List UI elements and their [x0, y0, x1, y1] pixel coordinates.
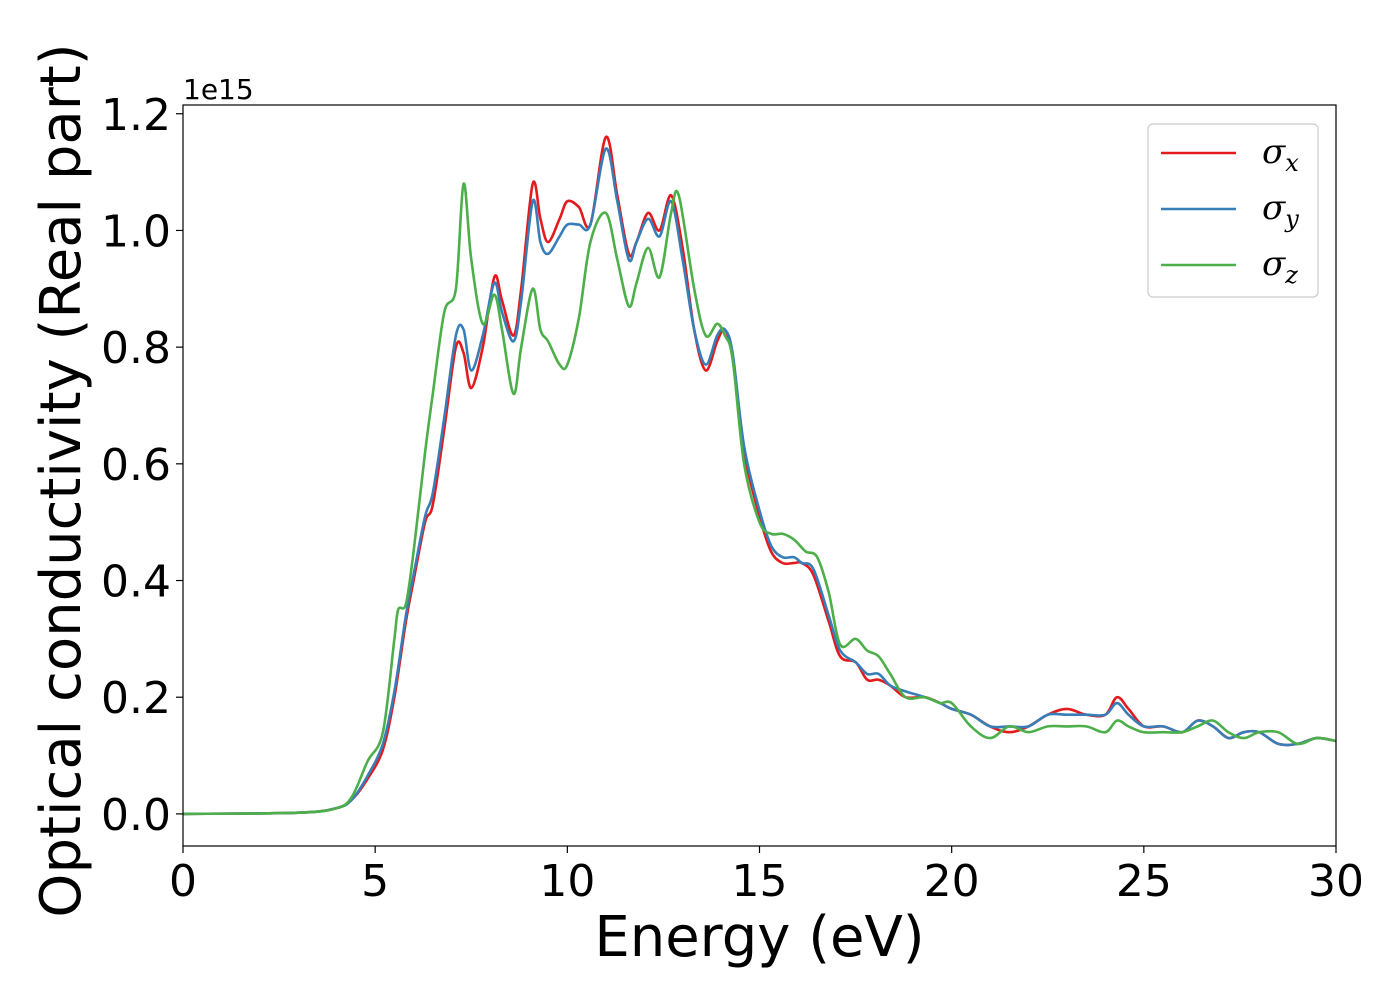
x-tick-label: 5: [361, 856, 389, 907]
x-tick-label: 15: [732, 856, 788, 907]
series-line-y: [183, 147, 1336, 816]
y-tick-label: 1.2: [101, 90, 171, 141]
y-tick-label: 0.8: [101, 323, 171, 374]
x-tick-label: 20: [924, 856, 980, 907]
x-tick-label: 25: [1116, 856, 1172, 907]
y-tick-label: 1.0: [101, 206, 171, 257]
y-axis-title: Optical conductivity (Real part): [29, 43, 94, 917]
x-tick-label: 10: [539, 856, 595, 907]
series-line-z: [183, 182, 1336, 816]
y-offset-label: 1e15: [183, 73, 254, 106]
x-axis: 0 5 10 15 20 25 30: [169, 846, 1364, 907]
x-axis-title: Energy (eV): [594, 905, 924, 970]
legend-box: [1147, 123, 1319, 298]
y-axis: 0.0 0.2 0.4 0.6 0.8 1.0 1.2: [101, 90, 183, 841]
x-tick-label: 0: [169, 856, 197, 907]
y-tick-label: 0.6: [101, 440, 171, 491]
series-layer: [183, 135, 1336, 816]
y-tick-label: 0.0: [101, 790, 171, 841]
y-tick-label: 0.2: [101, 673, 171, 724]
y-tick-label: 0.4: [101, 557, 171, 608]
x-tick-label: 30: [1308, 856, 1364, 907]
